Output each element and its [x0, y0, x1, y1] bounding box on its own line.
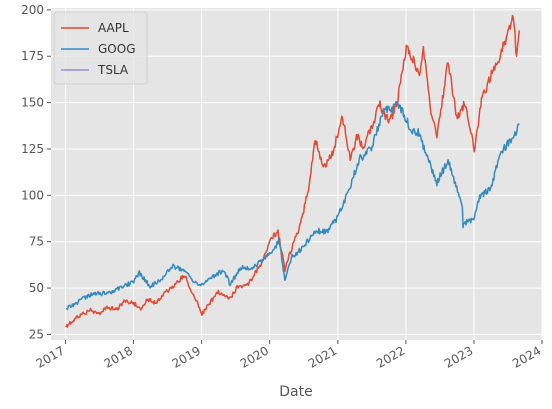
x-tick-label: 2017 — [34, 343, 67, 370]
y-tick-label: 50 — [29, 281, 44, 295]
y-tick-label: 75 — [29, 235, 44, 249]
y-tick-label: 125 — [21, 142, 44, 156]
x-tick-label: 2022 — [374, 343, 407, 370]
x-tick-label: 2018 — [102, 343, 135, 370]
legend-label: GOOG — [98, 42, 136, 56]
x-tick-label: 2019 — [170, 343, 203, 370]
x-axis-title: Date — [279, 384, 312, 400]
y-tick-label: 25 — [29, 327, 44, 341]
legend-label: AAPL — [98, 21, 129, 35]
x-tick-label: 2023 — [442, 343, 475, 370]
legend-label: TSLA — [97, 63, 129, 77]
y-tick-label: 150 — [21, 96, 44, 110]
legend: AAPL GOOG TSLA — [54, 12, 147, 84]
y-tick-label: 100 — [21, 188, 44, 202]
x-tick-label: 2020 — [238, 343, 271, 370]
x-tick-label: 2021 — [306, 343, 339, 370]
y-tick-label: 175 — [21, 49, 44, 63]
y-tick-label: 200 — [21, 3, 44, 17]
x-axis-ticks: 2017 2018 2019 2020 2021 2022 2023 2024 — [34, 340, 544, 371]
x-tick-label: 2024 — [510, 343, 543, 370]
y-axis-ticks: 25 50 75 100 125 150 175 200 — [21, 3, 51, 342]
